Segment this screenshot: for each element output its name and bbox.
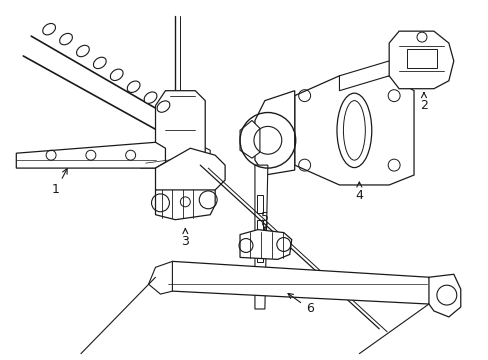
Ellipse shape <box>110 69 123 81</box>
Polygon shape <box>256 244 263 262</box>
Polygon shape <box>141 145 210 168</box>
Text: 6: 6 <box>287 293 313 315</box>
Ellipse shape <box>60 33 72 45</box>
Text: 1: 1 <box>52 169 67 197</box>
Polygon shape <box>406 49 436 68</box>
Text: 4: 4 <box>355 182 363 202</box>
Ellipse shape <box>127 81 140 93</box>
Ellipse shape <box>343 100 365 160</box>
Polygon shape <box>428 274 460 317</box>
Polygon shape <box>148 261 172 294</box>
Ellipse shape <box>157 101 169 112</box>
Polygon shape <box>165 261 433 304</box>
Polygon shape <box>256 220 263 238</box>
Ellipse shape <box>93 57 106 69</box>
Polygon shape <box>254 91 294 175</box>
Ellipse shape <box>144 92 157 103</box>
Polygon shape <box>388 31 453 89</box>
Text: 2: 2 <box>419 93 427 112</box>
Ellipse shape <box>336 93 371 168</box>
Polygon shape <box>240 121 260 158</box>
Ellipse shape <box>42 23 55 35</box>
Polygon shape <box>339 61 418 91</box>
Polygon shape <box>155 185 215 220</box>
Text: 3: 3 <box>181 229 189 248</box>
Polygon shape <box>155 148 224 190</box>
Polygon shape <box>16 142 165 168</box>
Polygon shape <box>256 269 263 287</box>
Polygon shape <box>256 195 263 213</box>
Text: 5: 5 <box>261 211 268 230</box>
Polygon shape <box>294 76 413 185</box>
Polygon shape <box>155 91 205 175</box>
Polygon shape <box>254 165 267 309</box>
Ellipse shape <box>77 45 89 57</box>
Polygon shape <box>240 230 291 260</box>
